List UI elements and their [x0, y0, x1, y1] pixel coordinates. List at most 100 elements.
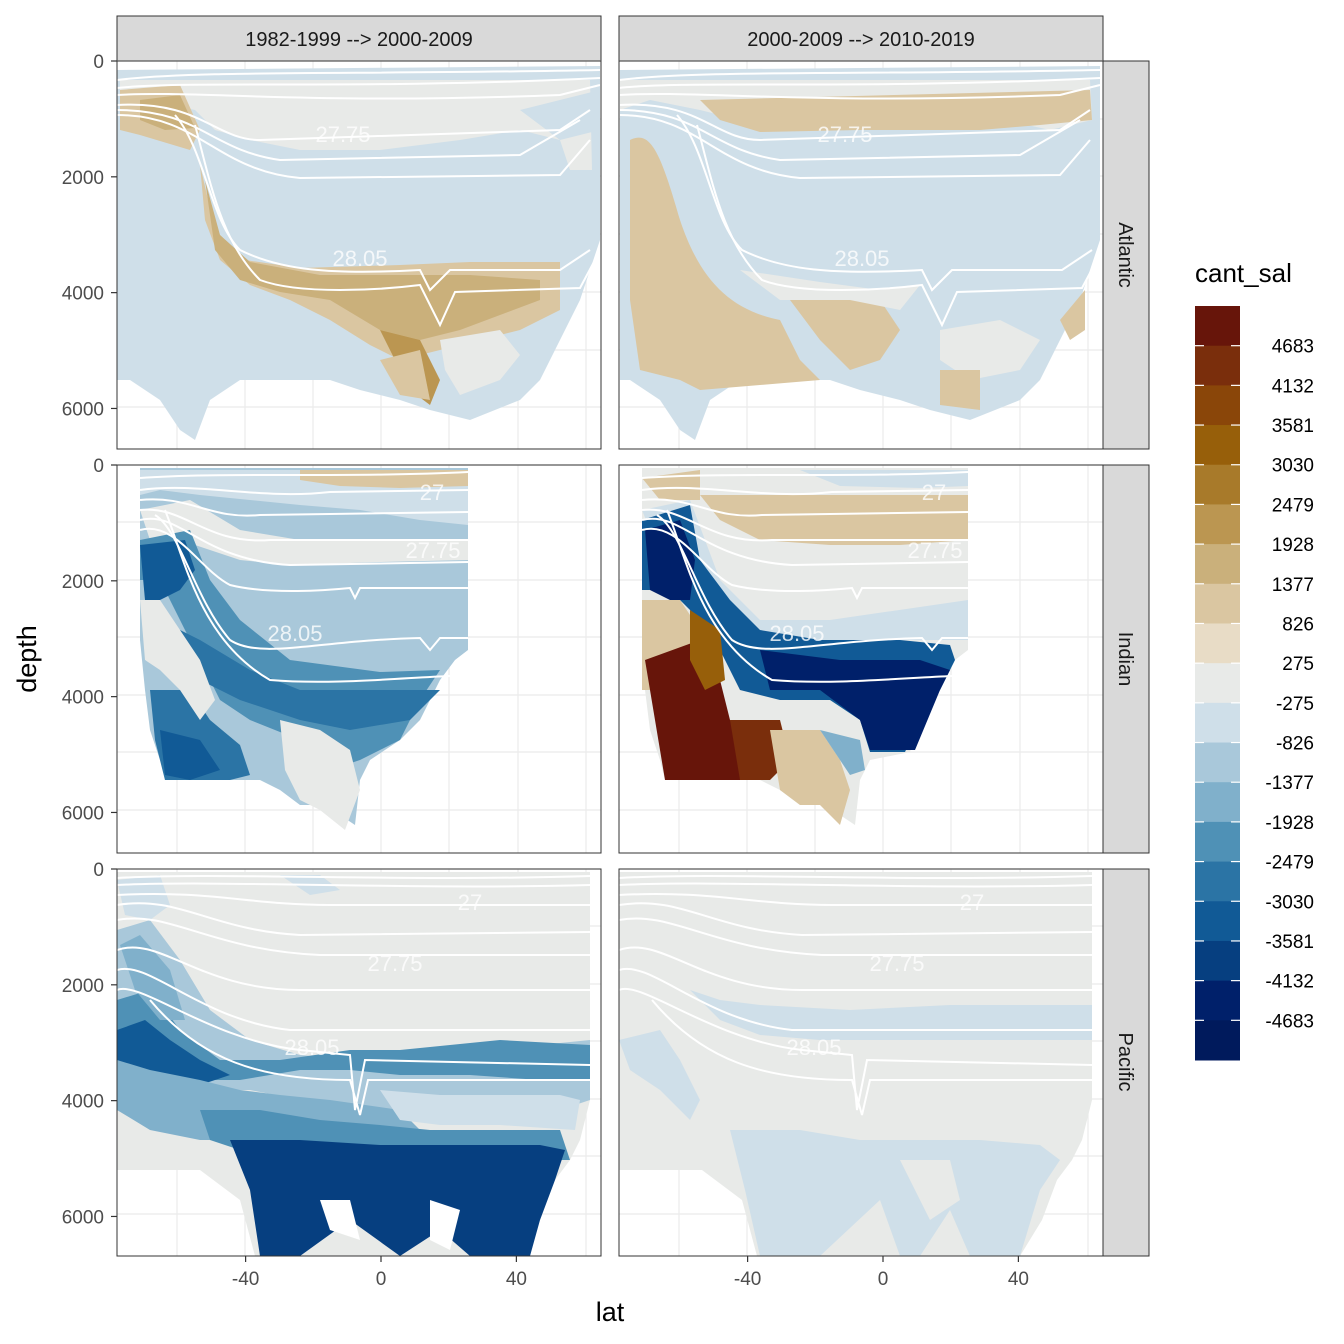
legend-level-label: 1928: [1272, 535, 1314, 556]
x-tick-label: 40: [506, 1269, 527, 1290]
legend-swatch: [1195, 702, 1240, 744]
legend-swatch: [1195, 583, 1240, 624]
contour-fill: [642, 468, 968, 825]
legend-swatch: [1195, 940, 1240, 982]
x-tick-label: 0: [376, 1269, 387, 1290]
isopycnal-labels: 27 27.75 28.05: [267, 480, 460, 646]
legend-colorbar: [1195, 306, 1240, 1061]
y-tick-label: 0: [93, 456, 104, 477]
legend-level-label: 3581: [1272, 416, 1314, 437]
legend-level-label: 275: [1282, 654, 1314, 675]
x-tick-label: -40: [232, 1269, 259, 1290]
contour-fill: [619, 872, 1092, 1256]
y-tick-label: 4000: [62, 688, 104, 709]
legend-level-label: 826: [1282, 614, 1314, 635]
legend-level-label: -3030: [1265, 892, 1314, 913]
strip-col-1-label: 2000-2009 --> 2010-2019: [747, 29, 974, 51]
y-tick-label: 2000: [62, 572, 104, 593]
legend: cant_sal 4683 4132 3581 3030 2479 1928 1377 826…: [1195, 258, 1314, 1061]
y-tick-label: 4000: [62, 1092, 104, 1113]
y-tick-label: 2000: [62, 976, 104, 997]
strip-col-0: 1982-1999 --> 2000-2009: [116, 15, 602, 62]
legend-level-label: -4132: [1265, 972, 1314, 993]
legend-level-label: 3030: [1272, 456, 1314, 477]
legend-level-label: -3581: [1265, 932, 1314, 953]
isopycnal-labels: 27 27.75 28.05: [284, 890, 482, 1060]
contour-fill: [620, 66, 1100, 440]
y-axes: 0 2000 4000 6000 0 2000 4000 6000 0 2000 4000 6000: [62, 52, 117, 1228]
isopycnal-label-27.75: 27.75: [315, 122, 370, 147]
legend-swatch: [1195, 901, 1240, 942]
x-axis-title: lat: [596, 1297, 625, 1327]
legend-level-label: 4683: [1272, 337, 1314, 358]
legend-level-label: -2479: [1265, 853, 1314, 874]
isopycnal-labels: 27.75 28.05: [817, 122, 889, 271]
isopycnal-label-27: 27: [960, 890, 984, 915]
isopycnals: [619, 69, 1101, 328]
y-tick-label: 2000: [62, 168, 104, 189]
isopycnals: [117, 69, 601, 328]
legend-level-label: -826: [1276, 734, 1314, 755]
isopycnals: [117, 875, 591, 1116]
y-tick-label: 6000: [62, 399, 104, 420]
panel-pacific-period-2: 27 27.75 28.05: [618, 868, 1104, 1257]
isopycnal-label-28.05: 28.05: [769, 621, 824, 646]
strip-row-0: Atlantic: [1102, 60, 1150, 450]
legend-swatch: [1195, 980, 1240, 1021]
legend-swatch: [1195, 623, 1240, 664]
y-axis-title: depth: [12, 625, 42, 693]
legend-title: cant_sal: [1195, 258, 1292, 288]
panel-pacific-period-1: 27 27.75 28.05: [116, 868, 602, 1257]
legend-level-label: -1928: [1265, 813, 1314, 834]
legend-level-label: 2479: [1272, 495, 1314, 516]
isopycnal-label-27.75: 27.75: [367, 951, 422, 976]
legend-level-label: 1377: [1272, 575, 1314, 596]
legend-swatch: [1195, 544, 1240, 585]
panel-atlantic-period-1: 27.75 28.05: [116, 60, 602, 450]
isopycnals: [619, 875, 1093, 1116]
legend-level-label: -275: [1276, 694, 1314, 715]
strip-row-2: Pacific: [1102, 868, 1150, 1257]
y-tick-label: 4000: [62, 284, 104, 305]
panel-indian-period-2: 27 27.75 28.05: [618, 464, 1104, 854]
legend-swatch: [1195, 385, 1240, 426]
isopycnal-label-27: 27: [458, 890, 482, 915]
isopycnal-label-27: 27: [420, 480, 444, 505]
legend-swatch: [1195, 742, 1240, 783]
x-tick-label: 40: [1008, 1269, 1029, 1290]
legend-swatch: [1195, 782, 1240, 823]
isopycnal-label-27.75: 27.75: [907, 538, 962, 563]
isopycnal-label-28.05: 28.05: [834, 246, 889, 271]
legend-swatch: [1195, 345, 1240, 386]
isopycnal-labels: 27 27.75 28.05: [786, 890, 984, 1060]
legend-swatch: [1195, 425, 1240, 466]
legend-swatch: [1195, 1020, 1240, 1061]
isopycnal-label-28.05: 28.05: [267, 621, 322, 646]
isopycnal-label-27.75: 27.75: [405, 538, 460, 563]
strip-row-1-label: Indian: [1114, 632, 1136, 687]
y-tick-label: 6000: [62, 803, 104, 824]
strip-col-1: 2000-2009 --> 2010-2019: [618, 15, 1104, 62]
isopycnal-label-28.05: 28.05: [284, 1035, 339, 1060]
legend-level-label: -1377: [1265, 773, 1314, 794]
isopycnal-label-27: 27: [922, 480, 946, 505]
isopycnals: [641, 471, 969, 683]
panel-indian-period-1: 27 27.75 28.05: [116, 464, 602, 854]
x-tick-label: -40: [734, 1269, 761, 1290]
isopycnal-label-27.75: 27.75: [817, 122, 872, 147]
strip-col-0-label: 1982-1999 --> 2000-2009: [245, 29, 472, 51]
legend-swatch: [1195, 663, 1240, 704]
legend-swatch: [1195, 504, 1240, 545]
isopycnal-labels: 27 27.75 28.05: [769, 480, 962, 646]
contour-fill: [117, 872, 590, 1256]
strip-row-1: Indian: [1102, 464, 1150, 854]
legend-labels: 4683 4132 3581 3030 2479 1928 1377 826 275 -275 -8…: [1265, 337, 1314, 1033]
isopycnal-labels: 27.75 28.05: [315, 122, 387, 271]
legend-swatch: [1195, 306, 1240, 347]
legend-swatch: [1195, 464, 1240, 505]
isopycnal-label-28.05: 28.05: [332, 246, 387, 271]
panel-atlantic-period-2: 27.75 28.05: [618, 60, 1104, 450]
strip-row-0-label: Atlantic: [1114, 222, 1136, 288]
legend-swatch: [1195, 861, 1240, 902]
